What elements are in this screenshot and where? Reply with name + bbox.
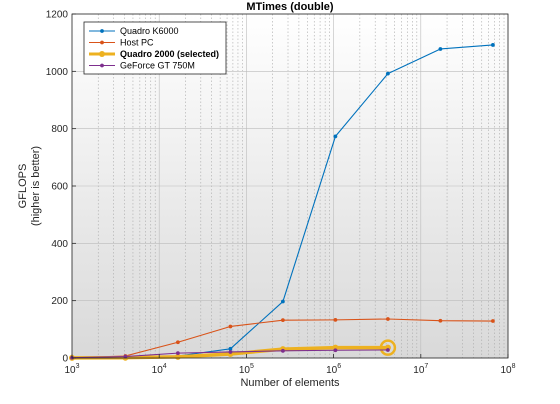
x-axis-label: Number of elements — [240, 377, 340, 389]
legend-entry-label: Host PC — [120, 38, 154, 48]
data-point — [228, 350, 233, 354]
data-point — [438, 47, 443, 51]
x-tick-label: 104 — [152, 363, 167, 376]
data-point — [385, 348, 390, 352]
data-point — [280, 348, 285, 353]
x-tick-label: 106 — [326, 363, 341, 376]
y-tick-label: 1000 — [46, 67, 69, 78]
x-tick-label: 103 — [64, 363, 79, 376]
ticks-layer: 103 104 105 106 107 108 0 200 400 600 800 1000 1200 — [46, 10, 516, 377]
y-axis-label-sub: (higher is better) — [30, 146, 42, 226]
x-tick-label: 108 — [500, 363, 515, 376]
y-tick-label: 600 — [51, 182, 68, 193]
data-point — [280, 299, 285, 304]
legend-swatch-marker — [99, 51, 105, 57]
y-tick-label: 0 — [62, 354, 68, 365]
legend-entry-label: Quadro K6000 — [120, 26, 179, 36]
data-point — [438, 318, 443, 323]
x-tick-label: 107 — [413, 363, 428, 376]
data-point — [280, 318, 285, 323]
data-point — [228, 324, 233, 329]
y-axis-label: GFLOPS — [17, 164, 29, 209]
y-tick-label: 200 — [51, 296, 68, 307]
x-tick-label: 105 — [239, 363, 254, 376]
legend-swatch-marker — [100, 29, 104, 33]
data-point — [385, 71, 390, 76]
series-3 — [70, 348, 390, 360]
data-point — [490, 43, 495, 47]
legend-entry-label: GeForce GT 750M — [120, 61, 195, 71]
data-point — [385, 317, 390, 321]
chart-title: MTimes (double) — [246, 1, 334, 13]
legend-swatch-marker — [100, 40, 104, 45]
selected-highlight — [379, 339, 397, 356]
data-point — [333, 317, 338, 322]
y-tick-label: 1200 — [46, 10, 69, 21]
data-point — [333, 348, 338, 353]
y-tick-label: 400 — [51, 239, 68, 250]
legend-swatch-marker — [100, 63, 104, 68]
data-point — [490, 319, 495, 323]
data-point — [333, 134, 338, 139]
data-point — [228, 346, 233, 351]
legend-entry-label: Quadro 2000 (selected) — [120, 49, 219, 59]
y-tick-label: 800 — [51, 124, 68, 135]
data-point — [175, 340, 180, 345]
data-point — [123, 354, 128, 359]
data-point — [175, 351, 180, 356]
